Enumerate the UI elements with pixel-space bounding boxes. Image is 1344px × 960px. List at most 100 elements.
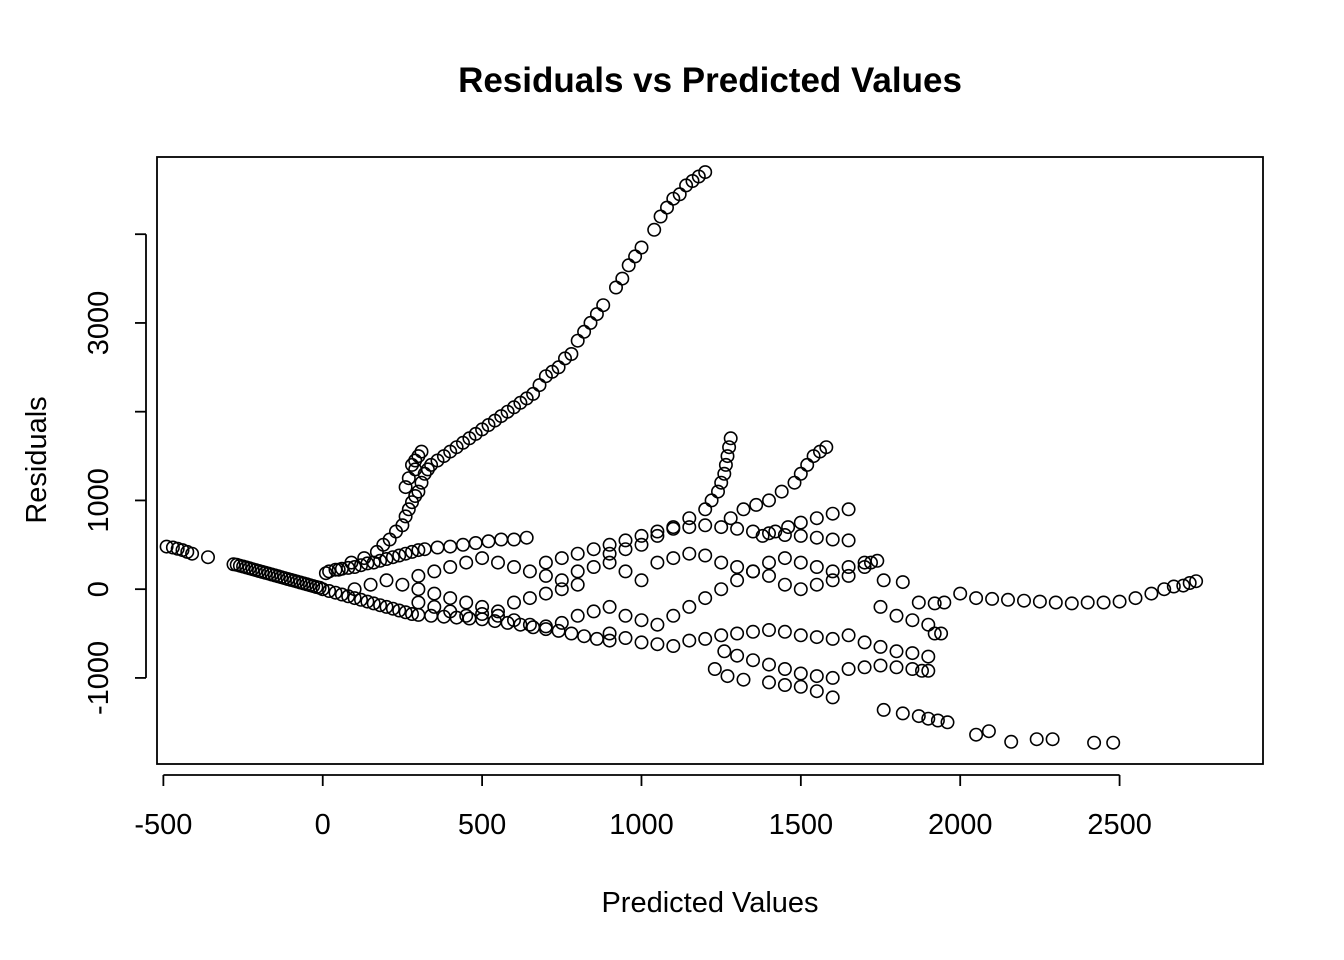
data-point bbox=[554, 573, 569, 588]
data-point bbox=[800, 457, 815, 472]
data-point bbox=[969, 591, 984, 606]
data-point bbox=[819, 440, 834, 455]
data-point bbox=[570, 333, 585, 348]
data-point bbox=[404, 544, 419, 559]
x-tick-label: 500 bbox=[458, 809, 506, 841]
data-point bbox=[570, 577, 585, 592]
data-point bbox=[586, 542, 601, 557]
data-point bbox=[602, 626, 617, 641]
data-point bbox=[1166, 579, 1181, 594]
data-point bbox=[583, 315, 598, 330]
data-point bbox=[730, 559, 745, 574]
data-point bbox=[650, 524, 665, 539]
data-point bbox=[475, 551, 490, 566]
data-point bbox=[634, 635, 649, 650]
data-point bbox=[921, 649, 936, 664]
data-point bbox=[889, 608, 904, 623]
data-point bbox=[634, 240, 649, 255]
data-point bbox=[710, 484, 725, 499]
data-point bbox=[468, 535, 483, 550]
data-point bbox=[707, 661, 722, 676]
data-point bbox=[459, 595, 474, 610]
data-point bbox=[787, 475, 802, 490]
data-point bbox=[385, 550, 400, 565]
data-point bbox=[526, 620, 541, 635]
data-point bbox=[315, 582, 330, 597]
data-point bbox=[905, 646, 920, 661]
data-point bbox=[718, 457, 733, 472]
data-point bbox=[353, 592, 368, 607]
data-point bbox=[895, 706, 910, 721]
data-point bbox=[344, 555, 359, 570]
data-point bbox=[873, 599, 888, 614]
data-point bbox=[459, 555, 474, 570]
data-point bbox=[353, 558, 368, 573]
data-point bbox=[618, 533, 633, 548]
data-point bbox=[360, 594, 375, 609]
data-point bbox=[714, 520, 729, 535]
data-point bbox=[809, 559, 824, 574]
data-point bbox=[825, 690, 840, 705]
data-point bbox=[602, 555, 617, 570]
x-axis: -500 0 500 1000 1500 2000 2500 bbox=[134, 774, 1152, 841]
data-point bbox=[570, 608, 585, 623]
data-point bbox=[666, 520, 681, 535]
data-point bbox=[462, 611, 477, 626]
data-point bbox=[443, 591, 458, 606]
data-point bbox=[634, 613, 649, 628]
data-point bbox=[761, 555, 776, 570]
data-point bbox=[722, 440, 737, 455]
data-point bbox=[730, 626, 745, 641]
data-point bbox=[398, 480, 413, 495]
data-point bbox=[1045, 732, 1060, 747]
data-point bbox=[682, 520, 697, 535]
data-point bbox=[570, 546, 585, 561]
data-point bbox=[395, 577, 410, 592]
data-point bbox=[736, 502, 751, 517]
data-point bbox=[889, 644, 904, 659]
data-point bbox=[682, 633, 697, 648]
data-point bbox=[666, 551, 681, 566]
data-point bbox=[522, 591, 537, 606]
data-point bbox=[1182, 575, 1197, 590]
data-point bbox=[411, 484, 426, 499]
data-point bbox=[589, 631, 604, 646]
data-point bbox=[714, 555, 729, 570]
data-point bbox=[937, 595, 952, 610]
data-point bbox=[621, 258, 636, 273]
data-point bbox=[911, 595, 926, 610]
data-point bbox=[761, 657, 776, 672]
data-point bbox=[404, 606, 419, 621]
data-point bbox=[761, 526, 776, 541]
data-point bbox=[876, 702, 891, 717]
data-point bbox=[379, 573, 394, 588]
data-point bbox=[730, 573, 745, 588]
x-axis-label: Predicted Values bbox=[601, 887, 818, 919]
data-point bbox=[459, 608, 474, 623]
data-point bbox=[793, 582, 808, 597]
data-point bbox=[745, 653, 760, 668]
x-tick-label: 2500 bbox=[1087, 809, 1152, 841]
data-point bbox=[430, 540, 445, 555]
data-point bbox=[414, 475, 429, 490]
data-point bbox=[781, 520, 796, 535]
data-point bbox=[720, 449, 735, 464]
data-point bbox=[825, 631, 840, 646]
data-point bbox=[777, 527, 792, 542]
data-point bbox=[395, 518, 410, 533]
data-point bbox=[554, 582, 569, 597]
data-point bbox=[373, 598, 388, 613]
data-point bbox=[615, 271, 630, 286]
data-point bbox=[647, 222, 662, 237]
data-point bbox=[185, 546, 200, 561]
data-point bbox=[841, 628, 856, 643]
data-point bbox=[930, 713, 945, 728]
plot-frame bbox=[156, 156, 1264, 765]
data-point bbox=[1096, 595, 1111, 610]
data-point bbox=[969, 727, 984, 742]
data-point bbox=[522, 564, 537, 579]
data-point bbox=[940, 715, 955, 730]
data-point bbox=[519, 530, 534, 545]
data-point bbox=[538, 622, 553, 637]
data-point bbox=[985, 591, 1000, 606]
